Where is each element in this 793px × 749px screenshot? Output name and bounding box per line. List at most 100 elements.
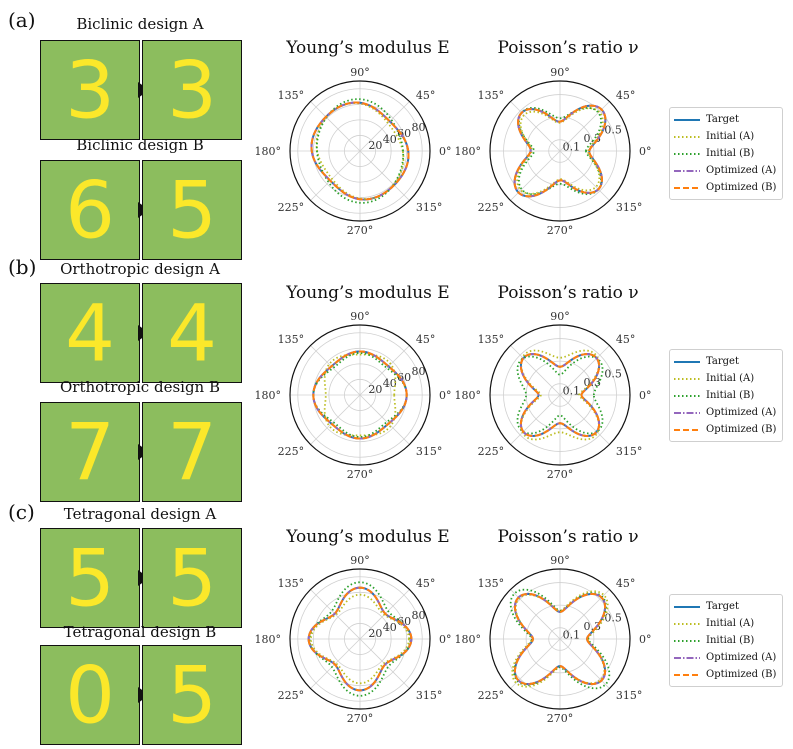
angle-tick-label: 90° — [350, 66, 370, 79]
angle-tick-label: 180° — [455, 389, 482, 402]
polar-plot-nu-a: 0.1 0.3 0.5 0° 45° 90° 135° 180° 225° 270° 315° — [455, 66, 652, 237]
legend-swatch — [674, 394, 700, 397]
grid-spoke — [359, 394, 410, 445]
digit-glyph: 7 — [167, 407, 217, 498]
grid-ring — [548, 627, 572, 651]
grid-spoke — [310, 101, 361, 152]
legend-label: Target — [706, 356, 739, 367]
digit-tile: 3 — [142, 40, 242, 140]
angle-tick-label: 225° — [478, 689, 505, 702]
grid-ring — [297, 88, 423, 214]
digit-glyph: 4 — [167, 288, 217, 379]
panel-label-c: (c) — [8, 500, 35, 524]
series-line — [516, 355, 604, 435]
legend-entry: Optimized (B) — [674, 179, 778, 196]
legend-swatch — [674, 169, 700, 172]
digit-tile: 6 — [40, 160, 140, 260]
legend-swatch — [674, 673, 700, 676]
legend-entry: Initial (B) — [674, 387, 778, 404]
radial-tick-label: 40 — [383, 621, 397, 634]
angle-tick-label: 90° — [550, 310, 570, 323]
legend-label: Initial (B) — [706, 635, 755, 646]
radial-tick-label: 60 — [397, 127, 411, 140]
polar-frame — [489, 568, 631, 710]
legend-label: Optimized (A) — [706, 165, 777, 176]
grid-ring — [548, 139, 572, 163]
radial-tick-label: 0.5 — [604, 123, 622, 136]
legend-swatch — [674, 135, 700, 138]
polar-plot-E-a: 20 40 60 80 0° 45° 90° 135° 180° 225° 270° 315° — [255, 66, 452, 237]
digit-tile: 5 — [142, 160, 242, 260]
legend-entry: Initial (A) — [674, 370, 778, 387]
legend-label: Initial (A) — [706, 373, 755, 384]
legend-entry: Initial (A) — [674, 128, 778, 145]
grid-ring — [328, 119, 392, 183]
design-title-b-A: Orthotropic design A — [60, 260, 220, 278]
polar-svg: 0.10.30.50°45°90°135°180°225°270°315° — [455, 554, 652, 725]
polar-frame — [289, 324, 431, 466]
angle-tick-label: 0° — [439, 145, 452, 158]
legend-swatch — [674, 152, 700, 155]
grid-ring — [344, 379, 376, 411]
legend-label: Target — [706, 114, 739, 125]
digit-glyph: 0 — [65, 650, 115, 741]
grid-ring — [503, 582, 617, 696]
legend-entry: Optimized (A) — [674, 162, 778, 179]
legend-entry: Optimized (B) — [674, 666, 778, 683]
series-line — [513, 592, 607, 686]
angle-tick-label: 315° — [416, 201, 443, 214]
polar-svg: 20 40 60 800°45°90°135°180°225°270°315° — [255, 554, 452, 725]
digit-tile: 4 — [142, 283, 242, 383]
angle-tick-label: 315° — [616, 445, 643, 458]
digit-tile: 4 — [40, 283, 140, 383]
legend-label: Optimized (B) — [706, 424, 777, 435]
polar-svg: 0.10.30.50°45°90°135°180°225°270°315° — [455, 66, 652, 237]
legend-swatch — [674, 186, 700, 189]
design-title-c-B: Tetragonal design B — [63, 623, 217, 641]
radial-tick-label: 0.5 — [604, 367, 622, 380]
grid-spoke — [310, 150, 361, 201]
digit-tile: 5 — [40, 528, 140, 628]
radial-tick-label: 0.5 — [604, 611, 622, 624]
angle-tick-label: 45° — [616, 89, 636, 102]
radial-tick-label: 60 — [397, 371, 411, 384]
digit-tile: 5 — [142, 645, 242, 745]
grid-ring — [503, 94, 617, 208]
legend-label: Initial (A) — [706, 618, 755, 629]
digit-glyph: 3 — [65, 45, 115, 136]
polar-plot-E-c: 20 40 60 80 0° 45° 90° 135° 180° 225° 270° 315° — [255, 554, 452, 725]
grid-ring — [344, 623, 376, 655]
grid-ring — [297, 576, 423, 702]
legend-swatch — [674, 118, 700, 121]
series-line — [315, 98, 405, 204]
legend-swatch — [674, 411, 700, 414]
grid-ring — [548, 383, 572, 407]
angle-tick-label: 45° — [416, 333, 436, 346]
angle-tick-label: 45° — [616, 333, 636, 346]
polar-plot-nu-b: 0.1 0.3 0.5 0° 45° 90° 135° 180° 225° 270° 315° — [455, 310, 652, 481]
angle-tick-label: 0° — [639, 389, 652, 402]
angle-tick-label: 135° — [278, 333, 305, 346]
grid-ring — [344, 135, 376, 167]
grid-spoke — [359, 101, 410, 152]
angle-tick-label: 225° — [278, 201, 305, 214]
legend-swatch — [674, 360, 700, 363]
radial-tick-label: 40 — [383, 377, 397, 390]
radial-tick-label: 20 — [368, 139, 382, 152]
grid-ring — [297, 332, 423, 458]
plot-title-E-c: Young’s modulus E — [286, 527, 450, 547]
series-line — [520, 349, 600, 441]
digit-tile: 7 — [40, 402, 140, 502]
grid-ring — [525, 116, 595, 186]
design-title-b-B: Orthotropic design B — [59, 378, 220, 396]
legend-swatch — [674, 377, 700, 380]
angle-tick-label: 135° — [478, 333, 505, 346]
series-line — [307, 586, 413, 692]
digit-tile: 0 — [40, 645, 140, 745]
radial-tick-label: 20 — [368, 627, 382, 640]
series-line — [519, 353, 601, 437]
legend-entry: Initial (B) — [674, 145, 778, 162]
series-line — [307, 586, 413, 692]
legend-b: Target Initial (A) Initial (B) Optimized (A… — [669, 349, 783, 442]
legend-label: Initial (B) — [706, 390, 755, 401]
